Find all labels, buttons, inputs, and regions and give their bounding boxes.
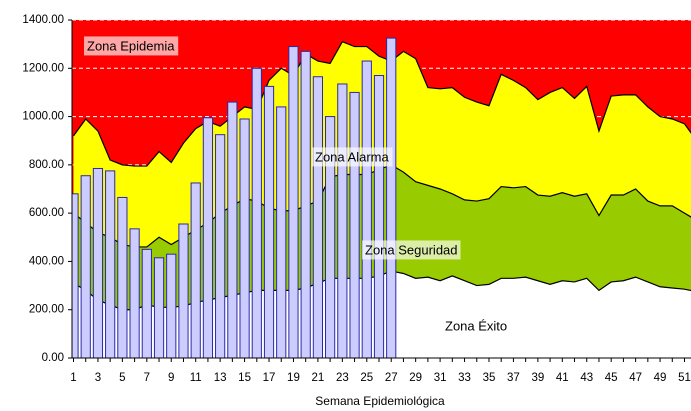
plot-area [72, 20, 691, 358]
y-tick-label: 600.00 [29, 207, 64, 219]
y-tick-label: 1000.00 [22, 111, 64, 123]
bar [263, 85, 275, 358]
bar [92, 167, 104, 358]
bar [227, 101, 238, 358]
bar [166, 253, 177, 358]
bar [312, 76, 323, 358]
x-tick-label: 23 [336, 372, 349, 384]
y-tick-label: 0.00 [42, 352, 64, 364]
x-tick-label: 45 [605, 372, 618, 384]
bar [117, 196, 128, 358]
x-tick-label: 5 [119, 372, 125, 384]
x-tick-label: 3 [95, 372, 101, 384]
x-tick-label: 43 [580, 372, 593, 384]
x-tick-label: 27 [385, 372, 398, 384]
x-tick-label: 17 [263, 372, 276, 384]
zone-label-box [362, 240, 461, 260]
x-tick-label: 29 [409, 372, 422, 384]
bar [288, 46, 299, 358]
x-tick-label: 11 [190, 372, 202, 384]
bar [129, 228, 140, 358]
y-tick-label: 1200.00 [22, 62, 64, 74]
bar [276, 106, 287, 358]
x-tick-label: 19 [287, 372, 300, 384]
bar [72, 193, 79, 358]
y-tick-label: 400.00 [29, 255, 64, 267]
bar [361, 60, 372, 358]
bar [325, 116, 336, 358]
x-tick-label: 31 [434, 372, 447, 384]
zone-label-box [84, 36, 179, 56]
x-tick-label: 9 [168, 372, 174, 384]
bar [373, 75, 385, 358]
x-tick-label: 41 [556, 372, 569, 384]
bar [190, 182, 201, 358]
bar [300, 50, 311, 358]
x-tick-label: 15 [238, 372, 251, 384]
zone-boundary [73, 164, 691, 248]
zone-label: Zona Éxito [445, 318, 507, 333]
bar [178, 223, 189, 358]
bar [386, 37, 397, 358]
bar [251, 67, 262, 358]
y-tick-label: 1400.00 [22, 14, 64, 26]
bar [202, 117, 214, 358]
x-tick-label: 51 [678, 372, 691, 384]
zone-label-box [312, 147, 393, 167]
bar [80, 175, 91, 358]
x-tick-label: 21 [312, 372, 325, 384]
zone-label: Zona Epidemia [87, 38, 175, 53]
x-tick-label: 47 [629, 372, 642, 384]
bar [337, 83, 348, 358]
x-tick-label: 49 [654, 372, 667, 384]
overlay: Zona Epidemia Zona Éxito Zona Seguridad Zon… [22, 14, 691, 384]
zone-label: Zona Alarma [315, 149, 389, 164]
x-tick-label: 7 [144, 372, 150, 384]
bar [239, 118, 250, 358]
x-tick-label: 35 [483, 372, 496, 384]
zone-label: Zona Seguridad [365, 242, 458, 257]
x-tick-label: 25 [360, 372, 373, 384]
x-tick-label: 39 [531, 372, 544, 384]
bar [349, 91, 360, 358]
y-tick-label: 800.00 [29, 159, 64, 171]
bar [141, 248, 152, 358]
x-tick-label: 1 [70, 372, 76, 384]
bar [153, 257, 165, 358]
y-tick-label: 200.00 [29, 304, 64, 316]
x-axis-label: Semana Epidemiológica [315, 394, 445, 408]
x-tick-label: 37 [507, 372, 520, 384]
x-tick-label: 13 [214, 372, 227, 384]
zone-boundary [73, 40, 691, 167]
bar [215, 134, 226, 358]
bar [105, 170, 116, 358]
zone-boundary [73, 270, 691, 311]
x-tick-label: 33 [458, 372, 471, 384]
